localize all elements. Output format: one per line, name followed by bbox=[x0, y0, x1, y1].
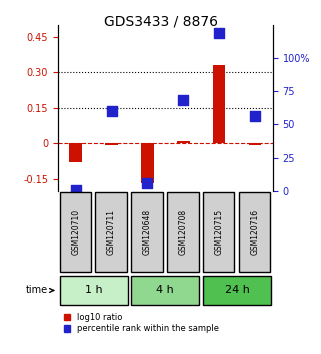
FancyBboxPatch shape bbox=[131, 275, 199, 306]
FancyBboxPatch shape bbox=[239, 193, 270, 272]
Bar bbox=[105, 143, 118, 144]
Text: 4 h: 4 h bbox=[156, 285, 174, 296]
Point bbox=[73, 187, 78, 193]
Legend: log10 ratio, percentile rank within the sample: log10 ratio, percentile rank within the … bbox=[62, 311, 221, 335]
Point bbox=[252, 113, 257, 119]
Text: GSM120648: GSM120648 bbox=[143, 209, 152, 255]
Bar bbox=[249, 143, 261, 144]
Bar bbox=[69, 143, 82, 162]
Point bbox=[216, 30, 221, 36]
FancyBboxPatch shape bbox=[203, 193, 235, 272]
FancyBboxPatch shape bbox=[131, 193, 163, 272]
Bar bbox=[141, 143, 154, 183]
Text: GSM120708: GSM120708 bbox=[179, 209, 188, 255]
Text: GSM120716: GSM120716 bbox=[250, 209, 259, 255]
Text: time: time bbox=[26, 285, 54, 296]
Point bbox=[181, 97, 186, 102]
FancyBboxPatch shape bbox=[60, 275, 128, 306]
Point bbox=[145, 180, 150, 185]
Text: GSM120710: GSM120710 bbox=[71, 209, 80, 255]
Text: GSM120711: GSM120711 bbox=[107, 209, 116, 255]
Text: 24 h: 24 h bbox=[225, 285, 249, 296]
Point bbox=[109, 108, 114, 114]
FancyBboxPatch shape bbox=[60, 193, 91, 272]
Text: GSM120715: GSM120715 bbox=[214, 209, 224, 255]
Bar bbox=[213, 65, 225, 143]
Text: 1 h: 1 h bbox=[85, 285, 102, 296]
FancyBboxPatch shape bbox=[95, 193, 127, 272]
Bar bbox=[177, 141, 189, 143]
FancyBboxPatch shape bbox=[167, 193, 199, 272]
FancyBboxPatch shape bbox=[203, 275, 271, 306]
Text: GDS3433 / 8876: GDS3433 / 8876 bbox=[103, 14, 218, 28]
